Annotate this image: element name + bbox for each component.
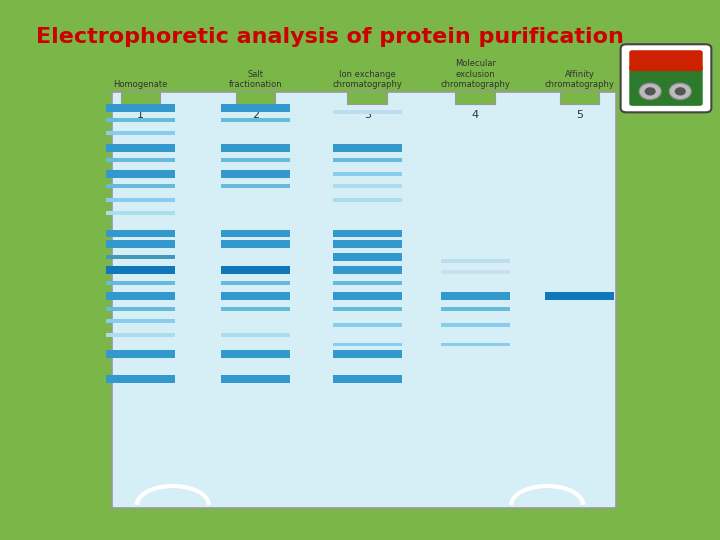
Bar [106,350,175,358]
Text: 4: 4 [472,110,479,120]
Bar [333,292,402,300]
Bar [333,253,402,261]
Bar [560,90,600,104]
Text: Affinity
chromatography: Affinity chromatography [544,70,615,89]
Bar [106,240,175,248]
Bar [333,342,402,347]
Text: 5: 5 [576,110,583,120]
Bar [106,266,175,274]
Bar [236,90,275,104]
Bar [333,240,402,248]
Bar [106,307,175,311]
Bar [333,110,402,113]
Bar [121,90,160,104]
Bar [106,170,175,178]
Text: Salt
fractionation: Salt fractionation [229,70,282,89]
Bar [106,158,175,162]
Bar [221,144,290,152]
Text: Ion exchange
chromatography: Ion exchange chromatography [332,70,402,89]
Bar [221,158,290,162]
FancyBboxPatch shape [629,50,703,71]
Text: 3: 3 [364,110,371,120]
Bar [221,281,290,285]
Bar [106,319,175,323]
Circle shape [669,83,691,100]
Bar [221,266,290,274]
Bar [441,270,510,274]
Bar [221,230,290,237]
Bar [106,375,175,383]
Bar [333,266,402,274]
Bar [221,104,290,112]
Bar [106,118,175,122]
Bar [347,90,387,104]
Bar [221,375,290,383]
Bar [106,131,175,134]
Bar [106,104,175,112]
Bar [106,144,175,152]
Bar [333,375,402,383]
Circle shape [644,87,656,96]
Bar [441,323,510,327]
Bar [545,292,614,300]
Bar [221,170,290,178]
Circle shape [675,87,686,96]
Bar [456,90,495,104]
Text: Electrophoretic analysis of protein purification: Electrophoretic analysis of protein puri… [36,27,624,47]
Bar [106,184,175,188]
Bar [333,172,402,176]
Bar [221,333,290,337]
Bar [333,323,402,327]
Bar [333,307,402,311]
Bar [106,198,175,201]
Bar [221,292,290,300]
FancyBboxPatch shape [629,65,703,106]
Bar [106,230,175,237]
Bar [333,144,402,152]
Bar [441,342,510,347]
Bar [106,211,175,214]
Bar [333,184,402,188]
Text: Homogenate: Homogenate [113,80,168,89]
Text: 2: 2 [252,110,259,120]
Bar [106,333,175,337]
Bar [441,259,510,263]
Bar [221,307,290,311]
Bar [221,350,290,358]
Bar [106,292,175,300]
Bar [221,118,290,122]
Bar [333,350,402,358]
Bar [333,230,402,237]
Bar [106,255,175,259]
Bar [441,292,510,300]
Bar [333,158,402,162]
Bar [221,184,290,188]
Bar [333,281,402,285]
Text: Molecular
exclusion
chromatography: Molecular exclusion chromatography [440,59,510,89]
Bar [441,307,510,311]
FancyBboxPatch shape [621,44,711,112]
Bar [112,92,616,508]
Bar [333,198,402,201]
Text: 1: 1 [137,110,144,120]
Circle shape [639,83,661,100]
Bar [106,281,175,285]
Bar [221,240,290,248]
